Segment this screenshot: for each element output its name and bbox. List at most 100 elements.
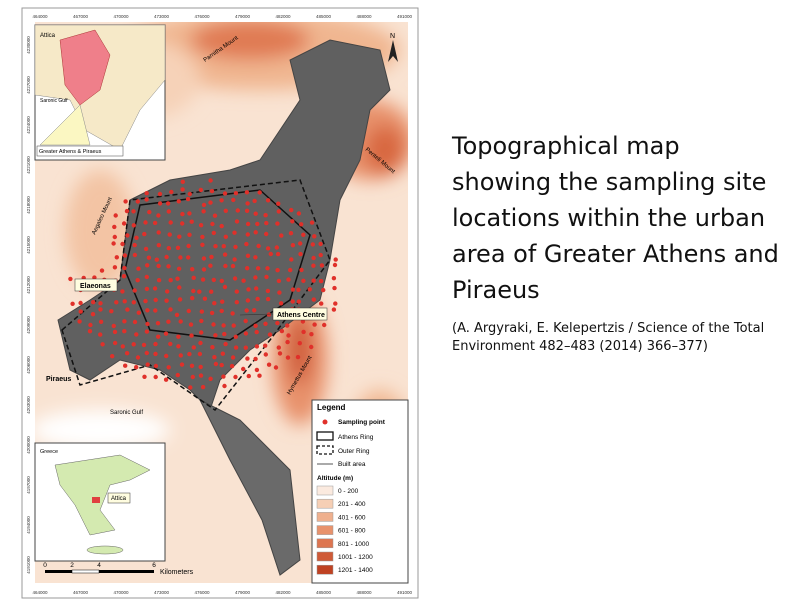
x-tick-label: 482000 [275,14,291,19]
sampling-point [122,329,127,334]
sampling-point [68,276,73,282]
sampling-point [191,345,196,350]
sampling-point [257,190,262,195]
y-tick-label: 4197000 [26,476,31,494]
sampling-point [189,333,194,338]
legend-swatch [316,512,334,522]
legend-symbol [316,445,334,455]
sampling-point [319,301,324,306]
legend-item: Sampling point [338,419,386,426]
x-tick-label: 479000 [235,14,251,19]
sampling-point [153,297,158,303]
sampling-point [168,341,173,347]
sampling-point [254,286,259,291]
x-tick-label: 491000 [397,14,413,19]
sampling-point [176,334,181,339]
sampling-point [121,274,127,279]
sampling-point [275,268,280,273]
sampling-point [264,274,269,280]
sampling-point [111,323,117,329]
sampling-point [263,352,268,357]
sampling-point [176,199,181,204]
land [54,454,151,536]
caption-title: Topographical map showing the sampling s… [452,132,779,304]
y-tick-label: 4215000 [26,236,31,254]
sampling-point [201,209,206,214]
sampling-point [187,211,192,216]
sampling-point [288,231,294,236]
x-ticks: 464000 464000 467000 467000 470000 470000 4730… [32,14,412,595]
sampling-point [141,342,147,348]
sampling-point [245,356,250,361]
sampling-point [254,367,260,373]
sampling-point [244,208,250,213]
sampling-point [156,213,161,218]
sampling-point [125,233,130,238]
sampling-point [114,255,120,260]
sampling-point [145,263,150,268]
place-label: Athens Centre [277,312,325,319]
sampling-point [232,276,238,281]
sampling-point [245,232,250,237]
sampling-point [132,252,138,258]
sampling-point [90,312,96,317]
sampling-point [219,223,224,229]
scale-labels: 0 2 4 6 [43,562,156,569]
sampling-point [153,374,158,380]
sampling-point [275,320,280,326]
legend-swatch [316,538,334,549]
sampling-point [289,207,294,213]
sampling-point [235,208,240,213]
x-tick-label: 464000 [32,14,48,19]
y-tick-label: 4203000 [26,396,31,414]
x-tick-label: 467000 [73,590,89,595]
sampling-point [245,266,250,271]
sampling-point [233,244,238,250]
sampling-point [275,221,280,226]
y-tick-label: 4227000 [26,76,31,94]
pointer [39,104,91,146]
sampling-point [299,222,304,227]
sampling-point [223,341,228,347]
sampling-point [112,224,117,230]
sampling-point [285,323,290,328]
sampling-point [290,219,295,224]
sampling-point [197,289,202,294]
sampling-point [233,345,239,350]
sampling-point [311,297,316,302]
inset-label: Saronic Gulf [40,98,68,104]
sampling-point [319,263,325,268]
y-tick-label: 4194000 [26,516,31,534]
sampling-point [234,219,240,224]
sampling-point [111,241,116,246]
sampling-point [297,341,302,346]
sampling-point [220,351,225,356]
sampling-point [276,345,281,350]
highlight [92,497,100,503]
sampling-point [154,257,159,262]
sampling-point [312,322,317,327]
sampling-point [300,319,306,324]
sampling-point [163,331,169,336]
sampling-point [153,308,158,313]
sampling-point [131,300,136,305]
x-tick-label: 476000 [194,590,210,595]
sampling-point [263,213,268,218]
sampling-point [153,341,158,347]
caption-citation: (A. Argyraki, E. Kelepertzis / Science o… [452,321,765,354]
sampling-point [202,296,208,301]
x-tick-label: 485000 [316,590,332,595]
sampling-point [134,235,139,240]
sampling-point [309,332,314,337]
x-tick-label: 470000 [113,590,129,595]
sampling-point [189,219,194,224]
sampling-point [266,312,272,317]
sampling-point [198,364,203,370]
sampling-point [201,256,207,261]
sampling-point [208,376,213,381]
sampling-point [253,275,258,280]
place-label: Piraeus [46,376,71,383]
sampling-point [219,362,224,368]
sampling-point [145,362,150,367]
x-tick-label: 476000 [194,14,210,19]
